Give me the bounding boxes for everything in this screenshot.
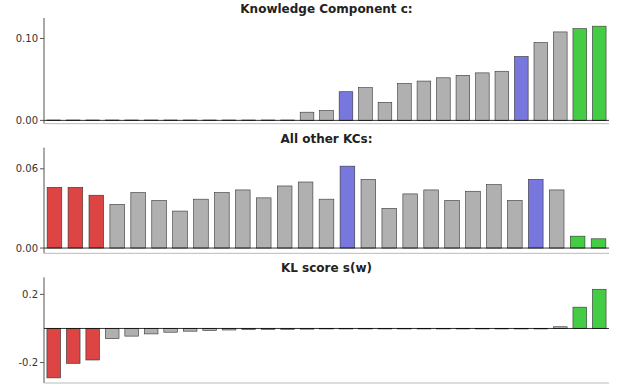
bar (359, 88, 373, 121)
bar (570, 236, 585, 248)
bar (47, 187, 62, 248)
bars (47, 26, 606, 120)
bar (152, 201, 167, 249)
bar (194, 199, 209, 248)
bar (125, 328, 139, 336)
tick (40, 168, 44, 169)
y-axis (44, 277, 45, 383)
bar (424, 190, 439, 248)
chart: Knowledge Component c: 0.00 0.10 All other … (0, 0, 619, 389)
x-axis (44, 253, 609, 254)
bar (339, 92, 353, 121)
bar (86, 328, 100, 360)
bar (476, 73, 490, 121)
zero-line (44, 248, 609, 249)
bar (66, 328, 80, 363)
tick (40, 38, 44, 39)
tick (40, 120, 44, 121)
panel: KL score s(w) -0.2 0.2 (18, 261, 609, 383)
tick-label: 0.00 (16, 115, 38, 126)
tick (40, 362, 44, 363)
bars (47, 289, 606, 378)
title: All other KCs: (281, 132, 373, 146)
tick-label: 0.06 (16, 163, 38, 174)
bar (144, 328, 158, 333)
bar (340, 166, 355, 248)
bar (68, 187, 83, 248)
zero-line (44, 120, 609, 121)
bar (553, 32, 567, 120)
bar (215, 193, 230, 248)
title: KL score s(w) (281, 261, 372, 275)
bar (164, 328, 178, 332)
bar (131, 193, 146, 248)
bar (528, 179, 543, 248)
bar (573, 307, 587, 328)
bar (417, 81, 431, 120)
bar (534, 43, 548, 121)
bar (277, 186, 292, 248)
bar (592, 26, 606, 120)
y-axis (44, 148, 45, 254)
bar (456, 75, 470, 120)
bar (445, 201, 460, 249)
bar (508, 201, 523, 249)
bar (320, 111, 334, 121)
tick-label: 0.10 (16, 33, 38, 44)
tick-label: -0.2 (18, 357, 38, 368)
bar (319, 199, 334, 248)
bar (549, 190, 564, 248)
bar (298, 182, 313, 248)
bar (573, 29, 587, 121)
tick (40, 294, 44, 295)
bar (515, 56, 529, 120)
bar (361, 179, 376, 248)
bar (183, 328, 197, 331)
bar (403, 194, 418, 248)
bar (256, 198, 271, 248)
bar (89, 195, 104, 248)
bar (382, 208, 397, 248)
tick-label: 0.2 (22, 289, 38, 300)
bar (592, 289, 606, 328)
bar (398, 84, 412, 121)
y-axis (44, 18, 45, 124)
bar (591, 239, 606, 248)
x-axis (44, 123, 609, 124)
bar (235, 190, 250, 248)
bar (105, 328, 119, 338)
bar (47, 328, 61, 377)
bar (378, 102, 392, 120)
bar (487, 185, 502, 248)
bar (173, 211, 188, 248)
bar (437, 78, 451, 121)
bar (495, 71, 509, 120)
bars (47, 166, 606, 248)
panel: All other KCs: 0.00 0.06 (16, 132, 609, 254)
x-axis (44, 383, 609, 384)
panel: Knowledge Component c: 0.00 0.10 (16, 2, 609, 126)
title: Knowledge Component c: (240, 2, 412, 16)
bar (110, 204, 125, 248)
bar (466, 191, 481, 248)
tick (40, 248, 44, 249)
tick-label: 0.00 (16, 243, 38, 254)
bar (300, 112, 314, 120)
zero-line (44, 328, 609, 329)
